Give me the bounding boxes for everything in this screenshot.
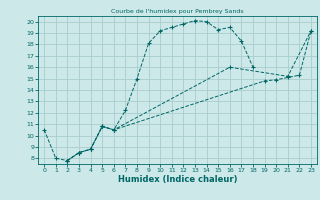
Title: Courbe de l'humidex pour Pembrey Sands: Courbe de l'humidex pour Pembrey Sands: [111, 9, 244, 14]
X-axis label: Humidex (Indice chaleur): Humidex (Indice chaleur): [118, 175, 237, 184]
